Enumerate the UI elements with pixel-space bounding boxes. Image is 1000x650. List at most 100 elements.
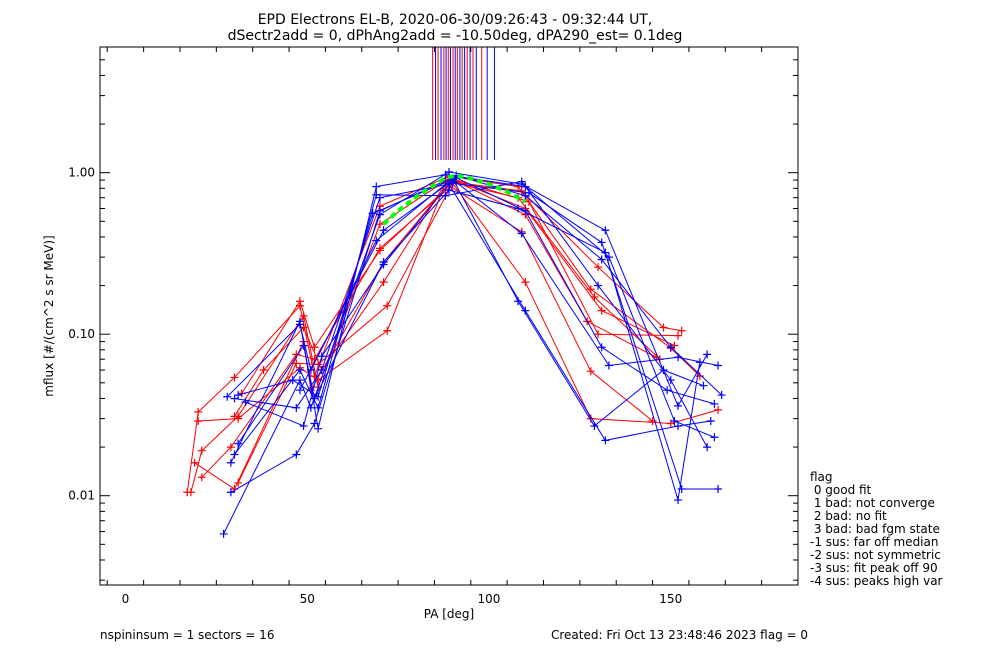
y-axis: 0.01 0.10 1.00	[68, 46, 798, 581]
data-point	[299, 422, 308, 431]
y-tick-label: 0.10	[68, 327, 95, 341]
y-axis-label: mflux [#/(cm^2 s sr MeV)]	[42, 235, 56, 396]
data-point	[372, 190, 381, 199]
data-point	[699, 381, 708, 390]
data-point	[379, 278, 388, 287]
y-tick-label: 1.00	[68, 166, 95, 180]
data-point	[234, 439, 243, 448]
x-axis-label: PA [deg]	[424, 607, 474, 621]
data-point	[517, 177, 526, 186]
data-point	[230, 450, 239, 459]
data-point	[674, 401, 683, 410]
data-point	[663, 386, 672, 395]
data-point	[521, 191, 530, 200]
data-point	[230, 394, 239, 403]
footer-right: Created: Fri Oct 13 23:48:46 2023 flag =…	[551, 628, 808, 642]
x-tick-label: 150	[659, 592, 682, 606]
data-point	[190, 458, 199, 467]
data-point	[659, 323, 668, 332]
data-point	[379, 226, 388, 235]
data-point	[717, 391, 726, 400]
plot-frame	[99, 46, 799, 586]
data-point	[590, 292, 599, 301]
data-point	[383, 301, 392, 310]
series-line-1	[190, 180, 682, 493]
fit-curve-layer	[382, 173, 527, 226]
data-point	[314, 392, 323, 401]
data-point	[383, 326, 392, 335]
data-point	[292, 403, 301, 412]
legend-entry: 2 bad: no fit	[810, 509, 887, 523]
data-point	[372, 182, 381, 191]
data-point	[601, 436, 610, 445]
chart-subtitle: dSectr2add = 0, dPhAng2add = -10.50deg, …	[228, 28, 683, 44]
data-point	[314, 424, 323, 433]
data-point	[714, 485, 723, 494]
data-point	[375, 220, 384, 229]
data-point	[670, 417, 679, 426]
data-point	[223, 392, 232, 401]
data-point	[594, 330, 603, 339]
data-point	[677, 326, 686, 335]
data-point	[375, 206, 384, 215]
data-point	[375, 246, 384, 255]
data-point	[659, 366, 668, 375]
series-15	[241, 180, 715, 445]
data-point	[288, 376, 297, 385]
data-point	[241, 398, 250, 407]
data-point	[521, 206, 530, 215]
data-point	[292, 359, 301, 368]
data-point	[441, 191, 450, 200]
data-point	[314, 360, 323, 369]
data-point	[295, 297, 304, 306]
data-point	[259, 366, 268, 375]
data-point	[186, 488, 195, 497]
x-tick-label: 100	[478, 592, 501, 606]
series-17	[295, 173, 719, 408]
data-point	[295, 386, 304, 395]
data-point	[445, 180, 453, 189]
data-point	[597, 343, 606, 352]
data-point	[601, 226, 610, 235]
data-point	[703, 443, 712, 452]
flag-legend: flag 0 good fit 1 bad: not converge 2 ba…	[810, 470, 943, 588]
data-point	[604, 361, 613, 370]
legend-title: flag	[810, 470, 833, 484]
legend-entry: 1 bad: not converge	[810, 496, 935, 510]
data-point	[194, 417, 203, 426]
data-point	[594, 281, 603, 290]
series-1	[186, 176, 686, 497]
series-16	[234, 175, 723, 401]
data-point	[295, 376, 304, 385]
x-tick-label: 50	[300, 592, 315, 606]
x-axis: 0 50 100 150	[106, 47, 763, 606]
series-line-17	[299, 177, 715, 405]
data-point	[234, 478, 243, 487]
series-4	[197, 177, 661, 482]
series-10	[230, 179, 723, 494]
data-point	[295, 320, 304, 329]
data-point	[441, 170, 450, 179]
data-point	[597, 238, 606, 247]
data-point	[226, 458, 235, 467]
data-point	[670, 341, 679, 350]
data-point	[219, 529, 228, 538]
data-series-layer	[183, 167, 726, 538]
data-point	[710, 399, 719, 408]
data-point	[666, 343, 675, 352]
footer-left: nspininsum = 1 sectors = 16	[100, 628, 274, 642]
legend-entry: -1 sus: far off median	[810, 535, 938, 549]
data-point	[706, 417, 715, 426]
data-point	[674, 353, 683, 362]
data-point	[710, 433, 719, 442]
chart-title: EPD Electrons EL-B, 2020-06-30/09:26:43 …	[258, 12, 653, 28]
data-point	[197, 446, 206, 455]
data-point	[521, 278, 530, 287]
data-point	[666, 376, 675, 385]
data-point	[226, 443, 235, 452]
data-point	[586, 367, 595, 376]
data-point	[299, 341, 308, 350]
legend-entry: -3 sus: fit peak off 90	[810, 561, 938, 575]
legend-entry: 3 bad: bad fgm state	[810, 522, 940, 536]
